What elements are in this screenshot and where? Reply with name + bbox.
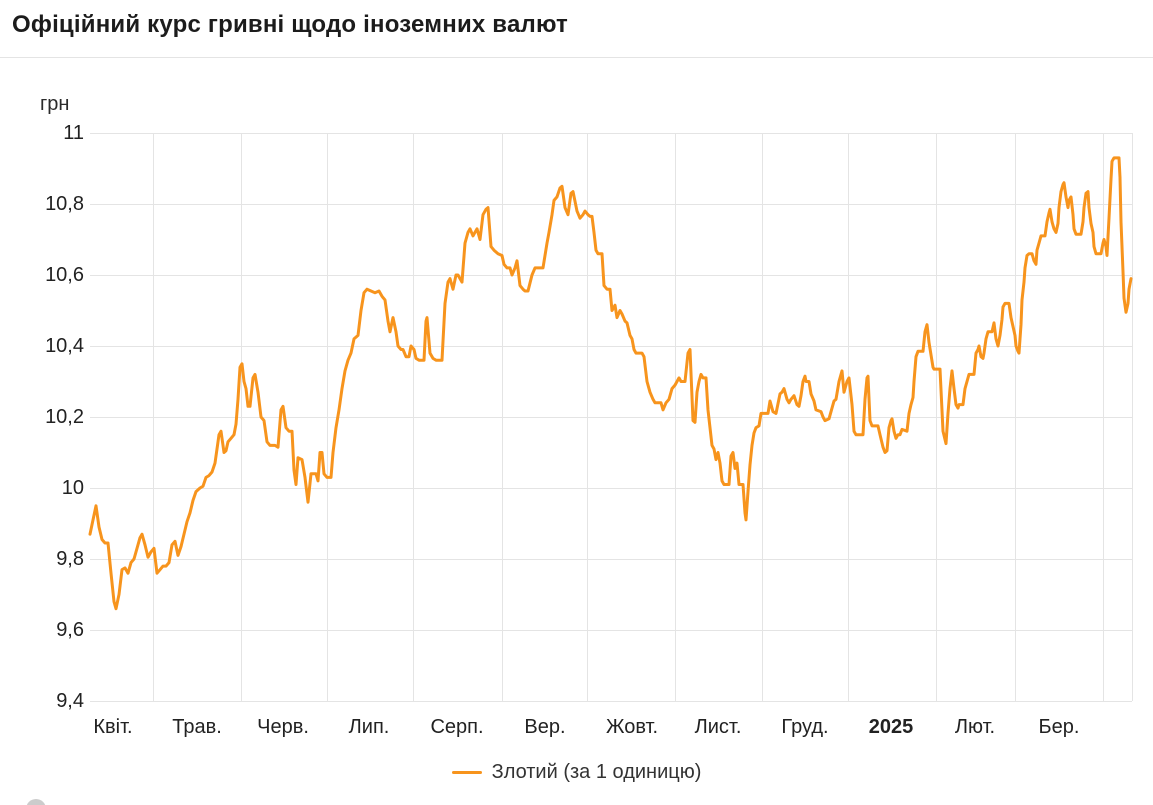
x-tick-label: Лип. xyxy=(348,716,390,738)
legend-line-swatch xyxy=(451,771,482,774)
x-tick-label: Трав. xyxy=(172,716,222,738)
x-tick-label: Квіт. xyxy=(93,716,133,738)
y-tick-label: 9,6 xyxy=(56,619,84,641)
y-tick-label: 9,8 xyxy=(56,548,84,570)
plot-area[interactable] xyxy=(88,133,1133,702)
x-tick-label: 2025 xyxy=(868,716,914,738)
partial-circle-icon xyxy=(26,799,46,805)
x-tick-label: Лют. xyxy=(954,716,996,738)
x-tick-label: Груд. xyxy=(781,716,829,738)
y-tick-label: 10,2 xyxy=(45,406,84,428)
y-tick-label: 10,6 xyxy=(45,264,84,286)
x-tick-label: Жовт. xyxy=(605,716,659,738)
y-tick-label: 10 xyxy=(61,477,84,499)
series-line-zloty[interactable] xyxy=(88,156,1133,611)
legend: Злотий (за 1 одиницю) xyxy=(0,761,1153,784)
x-tick-label: Лист. xyxy=(694,716,742,738)
y-tick-label: 10,8 xyxy=(45,193,84,215)
x-tick-label: Серп. xyxy=(430,716,484,738)
legend-item-zloty[interactable]: Злотий (за 1 одиницю) xyxy=(451,761,702,784)
y-tick-label: 9,4 xyxy=(56,690,84,712)
x-tick-label: Вер. xyxy=(524,716,566,738)
x-tick-label: Черв. xyxy=(257,716,309,738)
x-tick-label: Бер. xyxy=(1038,716,1080,738)
page-title: Офіційний курс гривні щодо іноземних вал… xyxy=(12,11,568,38)
y-tick-label: 10,4 xyxy=(45,335,84,357)
y-tick-label: 11 xyxy=(63,122,84,144)
y-axis-unit-label: грн xyxy=(40,93,70,115)
legend-label: Злотий (за 1 одиницю) xyxy=(491,761,702,783)
title-divider xyxy=(0,57,1153,58)
